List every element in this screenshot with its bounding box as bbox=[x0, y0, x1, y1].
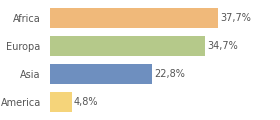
Text: 4,8%: 4,8% bbox=[74, 97, 99, 107]
Bar bbox=[50, 92, 72, 112]
Text: 37,7%: 37,7% bbox=[221, 13, 251, 23]
Bar bbox=[50, 36, 205, 56]
Bar bbox=[50, 64, 152, 84]
Text: 34,7%: 34,7% bbox=[207, 41, 238, 51]
Text: 22,8%: 22,8% bbox=[154, 69, 185, 79]
Bar bbox=[50, 8, 218, 28]
